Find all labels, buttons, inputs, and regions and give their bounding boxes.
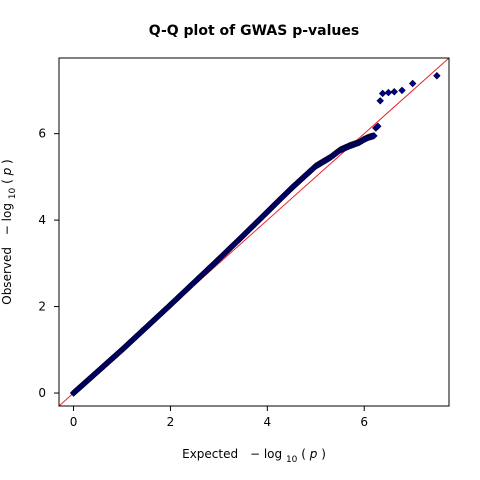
y-tick-label: 2 [38,300,46,314]
qq-point [408,79,417,88]
y-tick-label: 6 [38,127,46,141]
qq-point [370,132,378,140]
y-axis-label-log: log [0,203,14,221]
y-axis-ticks: 0 2 4 6 [38,127,59,400]
x-axis-label-open: ( [301,447,306,461]
x-axis-label-var: p [309,447,318,461]
y-axis-label-minus: − [0,225,14,235]
x-axis-label-base: 10 [286,455,298,465]
x-tick-label: 0 [70,415,78,429]
y-axis-label-base: 10 [8,187,18,199]
y-axis-label-var: p [0,167,14,176]
y-axis-label-prefix: Observed [0,247,14,305]
qq-point [378,89,387,98]
qq-point [376,97,384,105]
chart-title: Q-Q plot of GWAS p-values [149,23,359,39]
x-tick-label: 4 [264,415,272,429]
x-axis-label: Expected − log 10 ( p ) [182,447,326,465]
x-axis-label-close: ) [321,447,326,461]
x-tick-label: 6 [360,415,368,429]
plot-frame [58,57,450,407]
qq-point [390,87,398,96]
y-tick-label: 0 [38,386,46,400]
y-axis-label-open: ( [0,179,14,184]
qq-point [384,88,393,97]
y-axis-label-close: ) [0,159,14,164]
x-axis-label-minus: − [250,447,260,461]
qq-point [398,86,406,95]
y-axis-label: Observed − log 10 ( p ) [0,159,18,305]
y-tick-label: 4 [38,213,46,227]
x-axis-ticks: 0 2 4 6 [70,406,368,429]
x-axis-label-log: log [264,447,282,461]
x-tick-label: 2 [167,415,175,429]
points-layer [69,71,441,397]
qq-point [374,122,382,131]
qq-point [433,71,441,80]
x-axis-label-prefix: Expected [182,447,238,461]
